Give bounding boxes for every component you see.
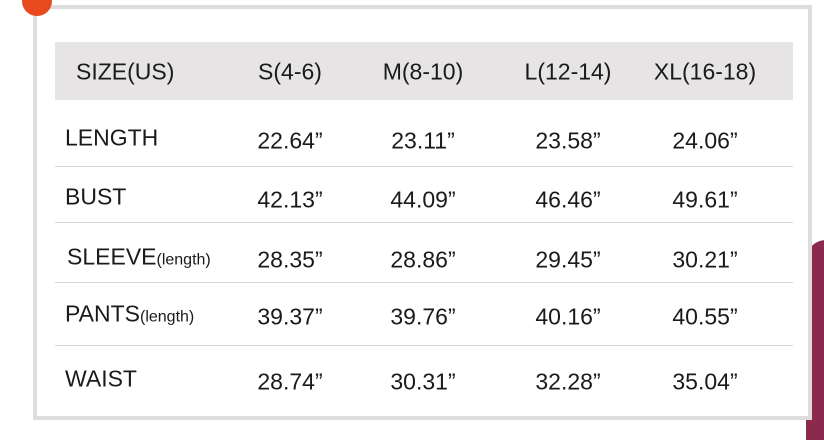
header-cell: XL(16-18) xyxy=(653,58,757,85)
value-cell: 44.09” xyxy=(390,186,456,213)
row-label: LENGTH xyxy=(65,125,158,152)
value-cell: 35.04” xyxy=(672,368,738,395)
header-cell: S(4-6) xyxy=(258,58,322,85)
value-cell: 24.06” xyxy=(672,127,738,154)
value-cell: 32.28” xyxy=(535,368,601,395)
value-cell: 40.16” xyxy=(535,303,601,330)
zoom-icon[interactable] xyxy=(22,0,52,16)
value-cell: 30.31” xyxy=(390,368,456,395)
row-label: WAIST xyxy=(65,366,137,393)
value-cell: 30.21” xyxy=(672,246,738,273)
value-cell: 28.35” xyxy=(257,246,323,273)
value-cell: 39.76” xyxy=(390,303,456,330)
value-cell: 22.64” xyxy=(257,127,323,154)
value-cell: 23.11” xyxy=(391,127,455,154)
page: (() => { const data = JSON.parse(documen… xyxy=(22,0,824,440)
row-label: SLEEVE(length) xyxy=(67,244,211,271)
row-label-text: BUST xyxy=(65,183,127,210)
value-cell: 29.45” xyxy=(535,246,601,273)
row-label-text: WAIST xyxy=(65,365,137,392)
row-separator xyxy=(55,345,793,346)
row-label-text: LENGTH xyxy=(65,124,159,151)
row-label-note: (length) xyxy=(156,251,211,269)
row-separator xyxy=(55,222,793,223)
value-cell: 46.46” xyxy=(535,186,601,213)
value-cell: 40.55” xyxy=(672,303,738,330)
row-label-text: PANTS xyxy=(65,300,140,327)
value-cell: 49.61” xyxy=(672,186,738,213)
header-cell: M(8-10) xyxy=(382,58,464,85)
row-label-note: (length) xyxy=(139,308,195,326)
row-label: BUST xyxy=(65,184,126,211)
value-cell: 28.86” xyxy=(390,246,456,273)
value-cell: 42.13” xyxy=(257,186,323,213)
header-band xyxy=(55,42,793,100)
value-cell: 28.74” xyxy=(257,368,323,395)
header-cell: L(12-14) xyxy=(524,58,612,85)
row-separator xyxy=(55,166,793,167)
row-label: PANTS(length) xyxy=(65,301,194,328)
header-cell: SIZE(US) xyxy=(76,58,175,85)
row-separator xyxy=(55,282,793,283)
value-cell: 39.37” xyxy=(257,303,323,330)
value-cell: 23.58” xyxy=(535,127,601,154)
row-label-text: SLEEVE xyxy=(67,243,157,270)
